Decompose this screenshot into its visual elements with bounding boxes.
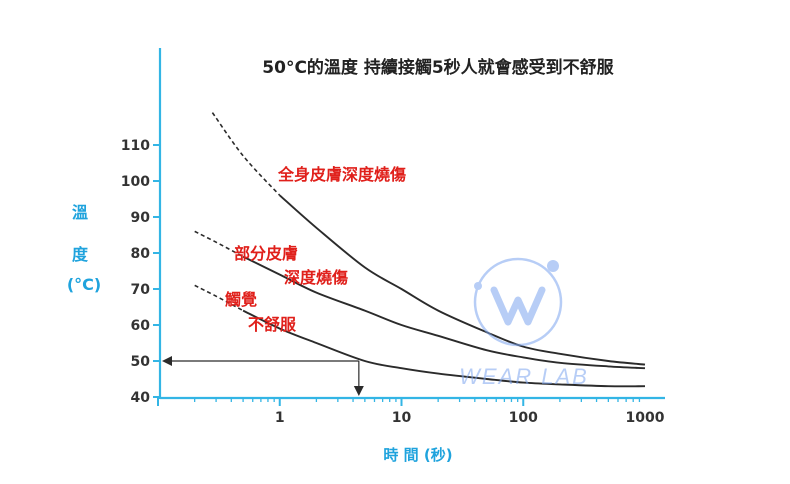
- y-tick-label: 100: [121, 174, 150, 190]
- x-axis-label: 時 間 (秒): [383, 446, 452, 464]
- y-tick-label: 50: [131, 354, 151, 370]
- curve-1-dashed: [211, 112, 281, 196]
- y-tick-label: 90: [131, 210, 151, 226]
- watermark-w-icon: [490, 286, 546, 326]
- curve-3-dashed: [194, 284, 244, 312]
- annotation-1-line-1: 全身皮膚深度燒傷: [277, 165, 406, 184]
- y-axis-label-line-3: (°C): [67, 275, 101, 294]
- watermark-text: WEAR LAB: [459, 364, 589, 389]
- annotation-2-line-1: 部分皮膚: [234, 244, 298, 263]
- y-tick-label: 110: [121, 138, 150, 154]
- watermark-ring-icon: [473, 257, 563, 347]
- curve-2: [242, 255, 646, 370]
- y-tick-label: 80: [131, 246, 151, 262]
- reference-arrow-down: [353, 386, 364, 396]
- watermark-dot-icon: [547, 260, 559, 272]
- curve-3: [242, 309, 646, 388]
- reference-arrow-left: [162, 356, 172, 366]
- y-axis-label-line-1: 溫: [72, 203, 88, 222]
- x-tick-label: 1000: [626, 410, 665, 426]
- y-tick-label: 40: [131, 390, 151, 406]
- curve-2-dashed: [194, 230, 244, 258]
- annotation-3-line-2: 不舒服: [248, 315, 297, 334]
- y-axis-label-line-2: 度: [72, 245, 89, 264]
- x-tick-label: 100: [509, 410, 538, 426]
- x-tick-label: 1: [275, 410, 285, 426]
- y-tick-label: 60: [131, 318, 151, 334]
- annotation-3-line-1: 觸覺: [225, 290, 257, 309]
- annotation-2-line-2: 深度燒傷: [284, 268, 348, 287]
- chart-title: 50°C的溫度 持續接觸5秒人就會感受到不舒服: [262, 57, 614, 78]
- y-tick-label: 70: [131, 282, 151, 298]
- watermark-dot-icon: [474, 282, 482, 290]
- x-tick-label: 10: [392, 410, 412, 426]
- curve-1: [279, 194, 646, 366]
